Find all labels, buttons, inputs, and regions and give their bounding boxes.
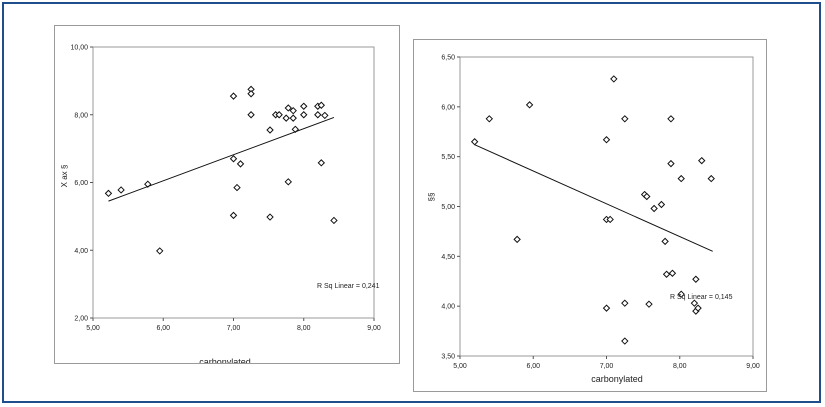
data-point xyxy=(282,114,290,122)
data-point xyxy=(233,183,241,192)
data-point xyxy=(229,155,238,163)
y-axis-label: §§ xyxy=(427,193,436,202)
x-tick-label: 7,00 xyxy=(227,325,241,332)
data-point xyxy=(677,174,685,183)
data-point xyxy=(661,237,669,246)
scatter-chart-right: 5,00 6,00 7,00 8,00 9,00 3,50 4,00 4,50 5,00 5,50… xyxy=(427,55,760,385)
y-tick-label: 4,00 xyxy=(74,248,88,255)
data-point xyxy=(525,101,534,109)
data-point xyxy=(247,111,255,119)
y-tick-label: 3,50 xyxy=(441,354,455,361)
data-point xyxy=(289,106,297,115)
data-point xyxy=(657,200,666,209)
x-axis-label: carbonylated xyxy=(199,357,251,363)
x-tick-label: 5,00 xyxy=(86,325,100,332)
data-point xyxy=(117,186,125,194)
plot-area xyxy=(92,46,375,319)
data-point xyxy=(694,304,702,312)
y-tick-label: 5,50 xyxy=(441,154,455,161)
data-point xyxy=(229,92,238,100)
fit-line xyxy=(474,144,713,252)
data-point xyxy=(289,114,297,122)
x-tick-label: 8,00 xyxy=(673,363,687,370)
y-tick-label: 8,00 xyxy=(74,112,88,119)
y-tick-label: 6,50 xyxy=(441,55,455,62)
x-tick-label: 8,00 xyxy=(297,325,311,332)
data-point xyxy=(156,247,164,255)
data-point xyxy=(668,269,677,277)
data-point xyxy=(275,111,283,119)
x-tick-label: 9,00 xyxy=(746,363,760,370)
scatter-panel-right: 5,00 6,00 7,00 8,00 9,00 3,50 4,00 4,50 5,00 5,50… xyxy=(413,39,767,392)
data-point xyxy=(314,111,322,119)
data-point xyxy=(621,299,629,307)
data-point xyxy=(284,104,293,112)
data-point xyxy=(229,211,238,220)
data-point xyxy=(330,216,338,225)
data-point xyxy=(317,159,326,167)
data-point xyxy=(645,300,653,308)
x-axis-label: carbonylated xyxy=(591,374,643,384)
x-tick-label: 5,00 xyxy=(453,363,467,370)
data-point xyxy=(266,213,274,221)
data-point xyxy=(606,215,614,224)
scatter-panel-left: 5,00 6,00 7,00 8,00 9,00 2,00 4,00 6,00 8,00 10,0… xyxy=(54,25,400,368)
y-axis-label: X ax § xyxy=(60,165,69,188)
data-point xyxy=(667,115,675,123)
data-point xyxy=(650,204,658,213)
data-point xyxy=(236,160,245,168)
y-tick-label: 2,00 xyxy=(74,316,88,323)
data-point xyxy=(677,290,685,298)
data-point xyxy=(602,136,611,144)
data-point xyxy=(485,115,494,123)
data-point xyxy=(247,90,255,98)
data-point xyxy=(692,275,700,283)
y-tick-label: 6,00 xyxy=(74,180,88,187)
y-tick-label: 6,00 xyxy=(441,104,455,111)
data-point xyxy=(662,270,671,278)
data-point xyxy=(300,102,308,110)
data-point xyxy=(690,299,699,307)
data-point xyxy=(513,235,521,244)
y-tick-label: 5,00 xyxy=(441,204,455,211)
y-tick-label: 10,00 xyxy=(70,45,88,52)
y-tick-label: 4,50 xyxy=(441,254,455,261)
data-point xyxy=(300,111,308,119)
data-point xyxy=(317,101,326,109)
data-point xyxy=(698,156,706,165)
x-tick-label: 6,00 xyxy=(156,325,170,332)
data-point xyxy=(707,174,715,183)
data-point xyxy=(266,126,274,134)
data-point xyxy=(621,337,629,345)
x-tick-label: 6,00 xyxy=(526,363,540,370)
data-point xyxy=(621,115,629,123)
scatter-chart-left: 5,00 6,00 7,00 8,00 9,00 2,00 4,00 6,00 8,00 10,0… xyxy=(60,45,381,368)
data-point xyxy=(610,75,618,83)
y-tick-label: 4,00 xyxy=(441,304,455,311)
data-point xyxy=(667,159,675,168)
r-squared-annotation: R Sq Linear = 0,145 xyxy=(670,294,733,301)
data-point xyxy=(643,192,651,201)
data-point xyxy=(321,111,329,120)
data-point xyxy=(602,304,611,312)
x-tick-label: 9,00 xyxy=(367,325,381,332)
fit-line xyxy=(108,116,335,202)
r-squared-annotation: R Sq Linear = 0,241 xyxy=(317,283,380,290)
data-point xyxy=(104,189,113,198)
x-tick-label: 7,00 xyxy=(600,363,614,370)
data-point xyxy=(284,178,293,186)
